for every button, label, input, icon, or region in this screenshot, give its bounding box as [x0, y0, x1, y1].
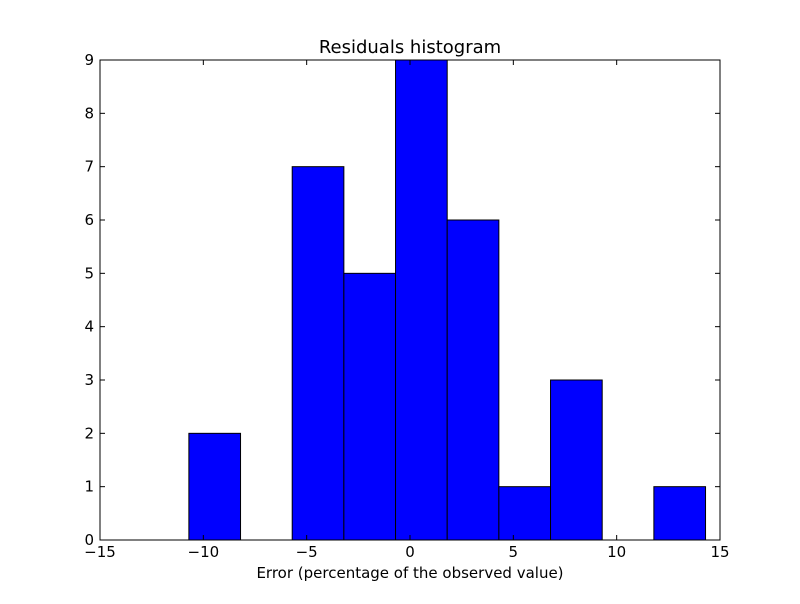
y-tick-label: 2 [84, 424, 94, 442]
y-tick-label: 4 [84, 318, 94, 336]
x-tick-label: −10 [188, 543, 220, 561]
histogram-bar [291, 166, 345, 541]
x-tick-label: 0 [405, 543, 415, 561]
y-tick-label: 6 [84, 211, 94, 229]
chart-title: Residuals histogram [319, 37, 501, 58]
histogram-bar [498, 486, 552, 541]
y-tick-label: 8 [84, 104, 94, 122]
x-tick-label: 10 [607, 543, 626, 561]
histogram-bar [343, 272, 397, 541]
x-tick-label: 5 [509, 543, 519, 561]
y-tick-label: 7 [84, 158, 94, 176]
histogram-bar [395, 59, 448, 541]
plot-frame [99, 59, 721, 541]
y-tick-label: 5 [84, 264, 94, 282]
x-axis-label: Error (percentage of the observed value) [256, 564, 563, 582]
x-tick-label: −5 [296, 543, 318, 561]
x-tick-label: −15 [84, 543, 116, 561]
bars-layer [188, 59, 707, 541]
histogram-bar [446, 219, 500, 541]
y-tick-label: 3 [84, 371, 94, 389]
y-tick-label: 9 [84, 51, 94, 69]
histogram-bar [188, 432, 242, 541]
y-tick-label: 1 [84, 478, 94, 496]
x-tick-label: 15 [710, 543, 729, 561]
y-tick-label: 0 [84, 531, 94, 549]
ticks-layer: −15 −10 −5 0 5 10 15 0 1 2 3 4 5 6 7 8 9 [84, 51, 729, 561]
histogram-bar [653, 486, 707, 541]
histogram-bar [550, 379, 603, 541]
